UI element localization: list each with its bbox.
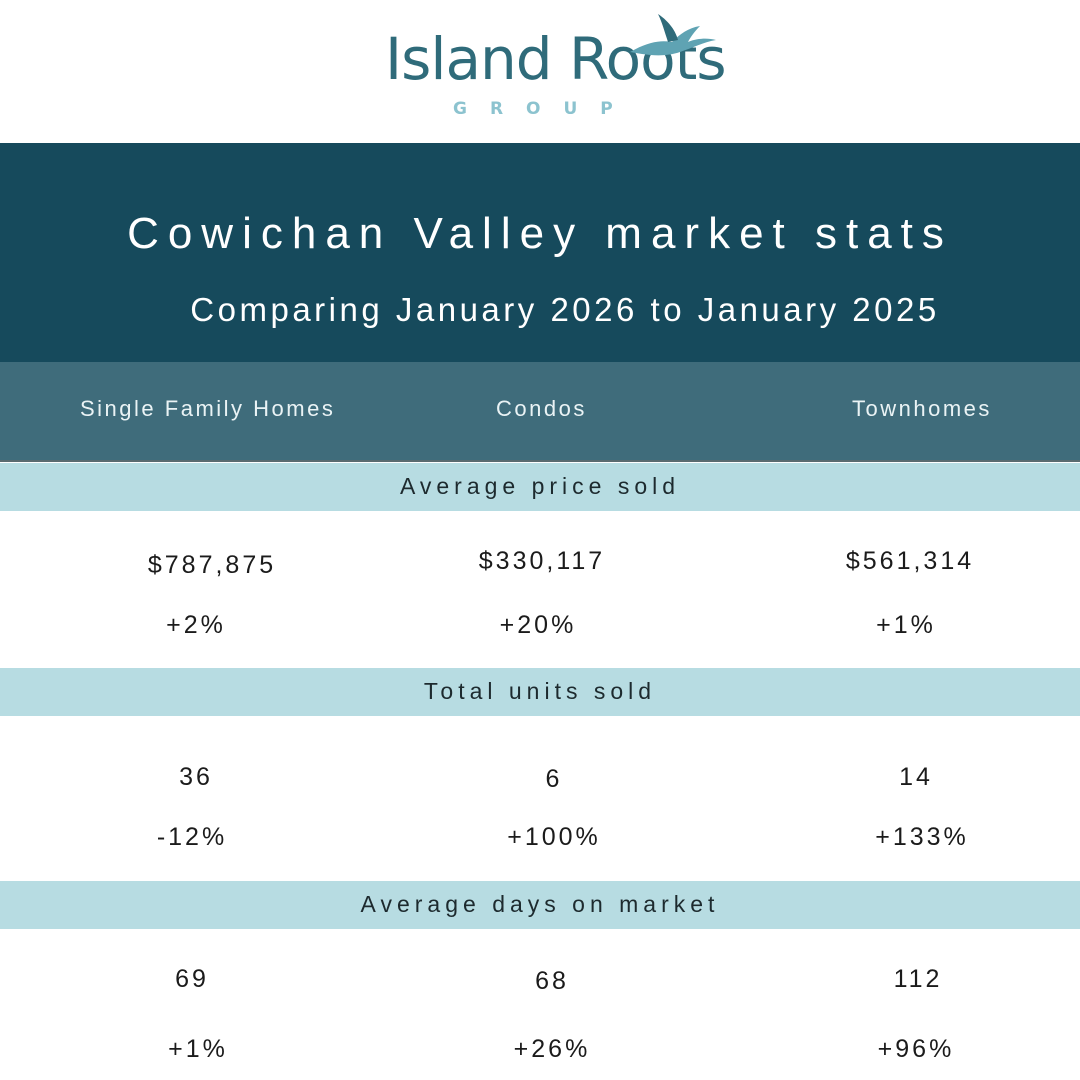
brand-subtitle: GROUP [453,99,636,119]
value-townhomes-units: 14 [899,763,933,791]
column-label-townhomes: Townhomes [852,396,992,421]
value-condos-price: $330,117 [478,547,606,575]
change-condos-units: +100% [507,823,601,851]
value-single-family-units: 36 [179,763,213,791]
change-single-family-units: -12% [156,823,228,851]
change-condos-days: +26% [513,1035,591,1063]
section-band-average-days: Average days on market [0,881,1080,929]
column-label-single-family: Single Family Homes [80,396,336,421]
value-condos-days: 68 [535,967,569,995]
change-townhomes-days: +96% [877,1035,955,1063]
section-label: Average days on market [360,891,720,917]
value-single-family-price: $787,875 [147,551,277,579]
logo-area: Island Roots GROUP [0,0,1080,143]
header-band: Cowichan Valley market stats Comparing J… [0,143,1080,362]
value-townhomes-price: $561,314 [845,547,975,575]
section-label: Average price sold [399,473,681,499]
column-label-condos: Condos [496,396,587,421]
change-townhomes-units: +133% [875,823,969,851]
value-single-family-days: 69 [175,965,209,993]
section-label: Total units sold [423,678,657,704]
change-single-family-days: +1% [168,1035,228,1063]
change-single-family-price: +2% [166,611,226,639]
section-band-total-units: Total units sold [0,668,1080,716]
change-townhomes-price: +1% [876,611,936,639]
change-condos-price: +20% [499,611,577,639]
value-townhomes-days: 112 [893,965,943,993]
page-subtitle: Comparing January 2026 to January 2025 [190,291,940,328]
value-condos-units: 6 [545,765,563,793]
column-header-band: Single Family Homes Condos Townhomes [0,362,1080,462]
section-band-average-price: Average price sold [0,463,1080,511]
page-title: Cowichan Valley market stats [127,209,953,258]
seagull-icon [630,14,716,56]
